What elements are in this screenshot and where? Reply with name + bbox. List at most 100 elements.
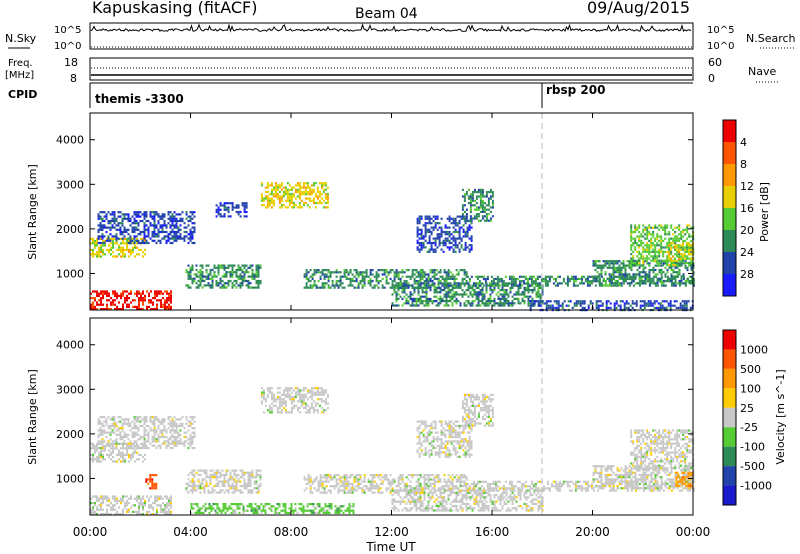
echo-cell — [237, 204, 240, 207]
echo-cell — [481, 297, 484, 300]
echo-cell — [189, 239, 192, 242]
echo-cell — [345, 277, 348, 280]
echo-cell — [179, 213, 182, 216]
echo-cell — [101, 424, 104, 428]
echo-cell — [110, 508, 112, 511]
echo-cell — [241, 268, 244, 272]
echo-cell — [99, 241, 102, 245]
echo-cell — [469, 195, 472, 198]
echo-cell — [306, 409, 309, 412]
echo-cell — [223, 215, 226, 218]
echo-cell — [151, 239, 154, 242]
echo-cell — [217, 206, 220, 209]
echo-cell — [656, 257, 659, 260]
echo-cell — [298, 400, 301, 403]
echo-cell — [445, 284, 448, 287]
echo-cell — [155, 226, 158, 229]
echo-cell — [503, 295, 506, 298]
echo-cell — [401, 304, 404, 307]
echo-cell — [239, 275, 242, 278]
colorbar-tick-label: 12 — [740, 180, 754, 193]
echo-cell — [393, 271, 396, 274]
echo-cell — [493, 289, 496, 292]
echo-cell — [403, 280, 406, 283]
echo-cell — [187, 473, 190, 477]
echo-cell — [278, 387, 281, 390]
echo-cell — [417, 275, 420, 278]
echo-cell — [675, 248, 678, 252]
echo-cell — [161, 418, 164, 421]
echo-cell — [183, 427, 186, 430]
echo-cell — [280, 402, 283, 405]
echo-cell — [113, 219, 116, 223]
echo-cell — [481, 291, 484, 294]
echo-cell — [642, 266, 645, 269]
echo-cell — [139, 416, 142, 419]
echo-cell — [288, 389, 291, 392]
echo-cell — [266, 186, 269, 189]
echo-cell — [185, 235, 188, 238]
echo-cell — [324, 184, 327, 187]
echo-cell — [652, 275, 655, 278]
echo-cell — [106, 303, 108, 306]
echo-cell — [598, 266, 601, 269]
echo-cell — [132, 246, 134, 249]
echo-cell — [191, 279, 194, 283]
echo-cell — [472, 284, 475, 287]
echo-cell — [413, 282, 416, 285]
echo-cell — [474, 275, 477, 278]
echo-cell — [564, 282, 567, 285]
echo-cell — [596, 277, 599, 280]
echo-cell — [94, 244, 96, 247]
echo-cell — [175, 435, 178, 439]
echo-cell — [489, 289, 492, 292]
echo-cell — [121, 217, 124, 220]
echo-cell — [153, 440, 156, 443]
echo-cell — [92, 290, 94, 293]
echo-cell — [487, 208, 490, 211]
echo-cell — [536, 277, 539, 281]
echo-cell — [290, 197, 293, 200]
echo-cell — [201, 279, 204, 283]
echo-cell — [464, 222, 467, 225]
echo-cell — [600, 284, 603, 287]
echo-cell — [169, 237, 172, 240]
echo-cell — [237, 489, 240, 492]
echo-cell — [552, 277, 555, 281]
echo-cell — [674, 266, 677, 269]
echo-cell — [187, 491, 190, 494]
echo-cell — [515, 291, 518, 294]
echo-cell — [642, 275, 645, 278]
echo-cell — [217, 273, 220, 276]
echo-cell — [272, 195, 275, 198]
echo-cell — [211, 286, 214, 289]
echo-cell — [166, 290, 168, 293]
echo-cell — [126, 445, 128, 448]
echo-cell — [115, 433, 118, 436]
echo-cell — [420, 230, 423, 234]
echo-cell — [439, 302, 442, 305]
echo-cell — [130, 301, 132, 304]
echo-cell — [311, 284, 314, 287]
echo-cell — [665, 300, 668, 303]
echo-cell — [656, 250, 659, 253]
echo-cell — [445, 286, 448, 289]
echo-cell — [126, 442, 128, 445]
echo-cell — [173, 442, 176, 445]
echo-cell — [199, 473, 202, 477]
echo-cell — [463, 291, 466, 294]
echo-cell — [284, 199, 287, 202]
echo-cell — [395, 300, 398, 303]
echo-cell — [432, 250, 435, 253]
echo-cell — [307, 271, 310, 274]
echo-cell — [608, 282, 611, 285]
echo-cell — [120, 497, 122, 500]
echo-cell — [118, 294, 120, 297]
echo-cell — [151, 435, 154, 439]
echo-cell — [529, 304, 532, 307]
echo-cell — [523, 293, 526, 296]
echo-cell — [140, 292, 142, 295]
echo-cell — [139, 435, 142, 439]
echo-cell — [99, 433, 102, 436]
echo-cell — [471, 197, 474, 200]
